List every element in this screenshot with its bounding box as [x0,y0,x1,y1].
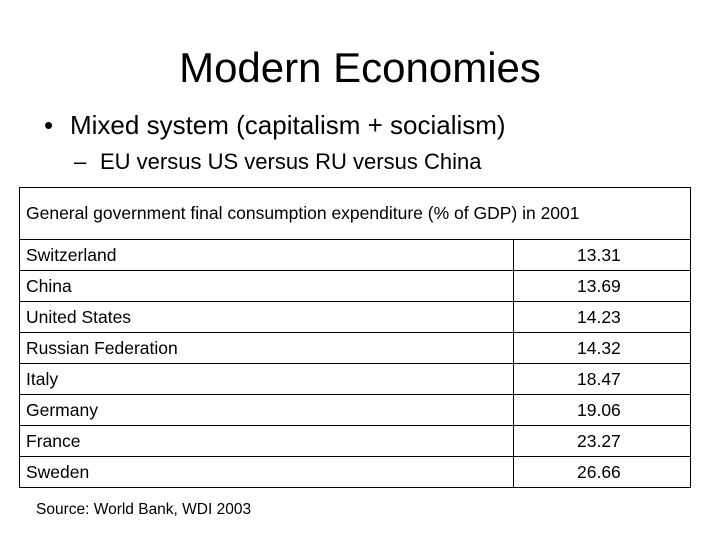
table-row: Sweden 26.66 [19,456,691,488]
source-note: Source: World Bank, WDI 2003 [36,501,252,518]
country-cell: Italy [19,363,514,395]
table-row: Italy 18.47 [19,363,691,395]
value-cell: 13.69 [513,270,691,302]
country-cell: China [19,270,514,302]
country-cell: France [19,425,514,457]
table-row: Switzerland 13.31 [19,239,691,271]
expenditure-table: General government final consumption exp… [19,187,691,488]
value-cell: 18.47 [513,363,691,395]
value-cell: 13.31 [513,239,691,271]
table-row: Germany 19.06 [19,394,691,426]
country-cell: Russian Federation [19,332,514,364]
bullet-text: Mixed system (capitalism + socialism) [70,110,506,140]
country-cell: Sweden [19,456,514,488]
bullet-mixed-system: • Mixed system (capitalism + socialism) [44,108,506,142]
table-header: General government final consumption exp… [19,187,691,240]
sub-bullet-comparison: – EU versus US versus RU versus China [74,147,481,177]
table-row: France 23.27 [19,425,691,457]
table-header-row: General government final consumption exp… [19,187,691,240]
country-cell: Switzerland [19,239,514,271]
sub-bullet-marker: – [74,149,87,174]
sub-bullet-text: EU versus US versus RU versus China [100,149,482,174]
table-row: China 13.69 [19,270,691,302]
country-cell: United States [19,301,514,333]
table-row: Russian Federation 14.32 [19,332,691,364]
value-cell: 23.27 [513,425,691,457]
slide-title: Modern Economies [179,44,541,91]
value-cell: 14.32 [513,332,691,364]
value-cell: 14.23 [513,301,691,333]
bullet-marker: • [44,110,54,140]
table-row: United States 14.23 [19,301,691,333]
value-cell: 26.66 [513,456,691,488]
value-cell: 19.06 [513,394,691,426]
country-cell: Germany [19,394,514,426]
